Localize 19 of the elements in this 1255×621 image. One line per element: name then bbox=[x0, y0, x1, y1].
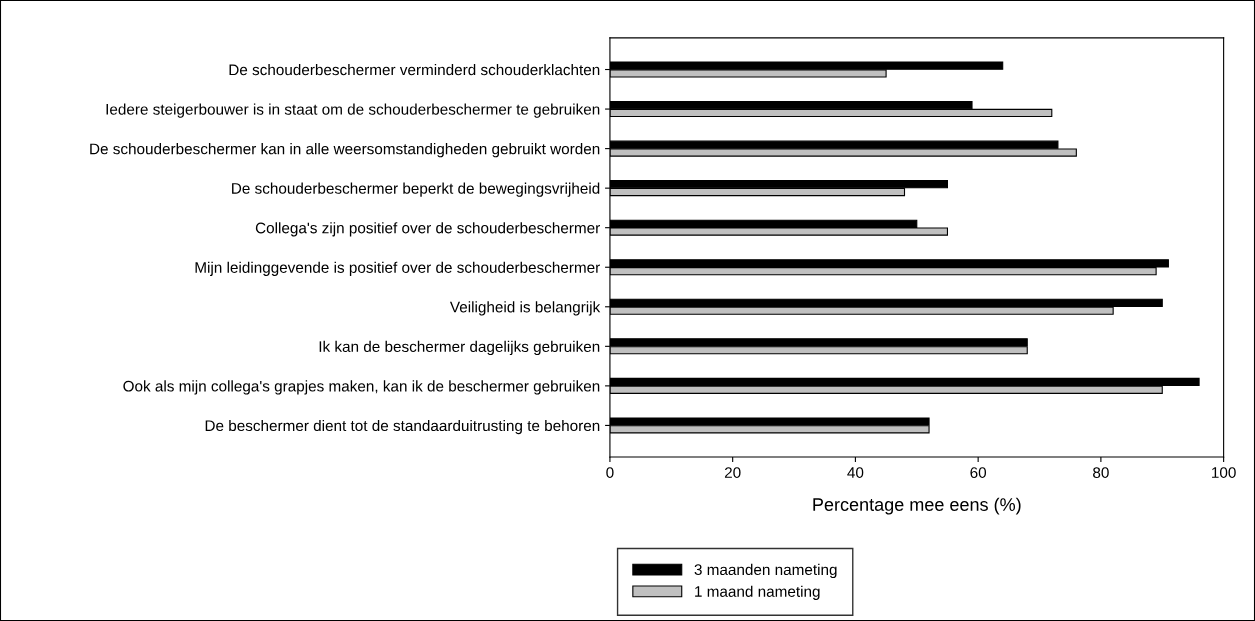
x-tick-label: 40 bbox=[847, 467, 864, 478]
y-tick-label: De schouderbeschermer kan in alle weersomstandigheden gebruikt worden bbox=[90, 143, 600, 158]
y-tick-label: Ook als mijn collega's grapjes maken, kan ik de beschermer gebruiken bbox=[123, 380, 600, 395]
x-tick-label: 20 bbox=[724, 467, 741, 478]
x-tick-label: 100 bbox=[1212, 467, 1236, 478]
legend-label: 3 maanden nameting bbox=[694, 563, 837, 579]
y-tick-label: Mijn leidinggevende is positief over de schouderbeschermer bbox=[195, 261, 600, 276]
legend-label: 1 maand nameting bbox=[695, 585, 820, 600]
y-tick-label: Collega's zijn positief over de schouderbeschermer bbox=[255, 222, 600, 237]
y-tick-label: Ik kan de beschermer dagelijks gebruiken bbox=[319, 340, 600, 356]
y-tick-label: Iedere steigerbouwer is in staat om de schouderbeschermer te gebruiken bbox=[106, 103, 600, 118]
y-tick-label: De schouderbeschermer verminderd schouderklachten bbox=[229, 63, 600, 76]
x-tick-label: 60 bbox=[970, 467, 987, 478]
x-tick-label: 80 bbox=[1093, 467, 1109, 478]
x-tick-label: 0 bbox=[606, 467, 614, 478]
x-axis-title: Percentage mee eens (%) bbox=[813, 497, 1021, 515]
y-tick-label: De schouderbeschermer beperkt de bewegingsvrijheid bbox=[232, 182, 600, 197]
y-tick-label: De beschermer dient tot de standaarduitrusting te behoren bbox=[205, 419, 600, 435]
y-tick-label: Veiligheid is belangrijk bbox=[449, 301, 601, 316]
